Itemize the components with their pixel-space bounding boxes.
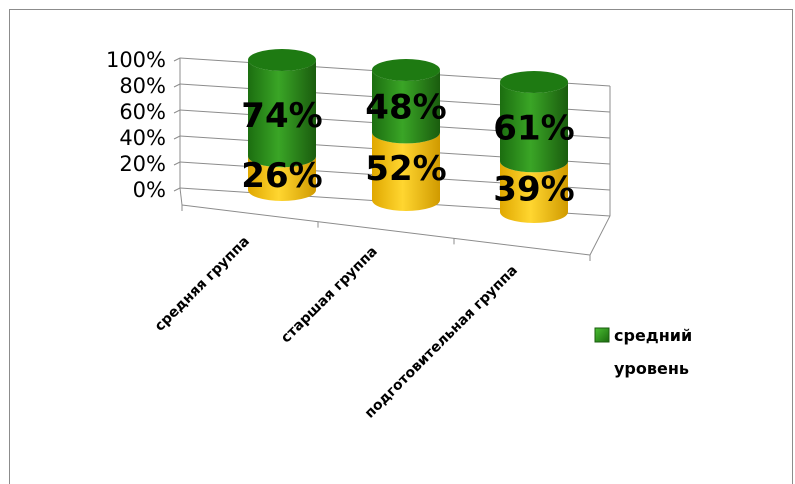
data-label-upper: 61% — [493, 109, 574, 149]
y-tick-mark — [173, 187, 181, 192]
legend-label-line2: уровень — [614, 359, 689, 378]
bar-top-cap — [372, 59, 440, 81]
floor-left-edge — [179, 187, 183, 206]
legend: средний уровень — [594, 326, 692, 378]
chart-frame — [9, 9, 793, 484]
data-label-lower: 39% — [493, 170, 574, 210]
x-axis-line — [181, 204, 591, 256]
bar-lower-segment — [248, 156, 316, 201]
data-label-upper: 74% — [241, 96, 322, 136]
bar-top-cap — [500, 71, 568, 93]
y-tick-mark — [173, 57, 181, 62]
category-label: старшая группа — [278, 244, 381, 347]
y-tick-label: 80% — [119, 74, 166, 98]
bar-lower-segment — [372, 132, 440, 211]
y-tick-label: 100% — [106, 48, 166, 72]
bar-upper-segment — [248, 60, 316, 168]
data-label-upper: 48% — [365, 87, 446, 127]
data-labels: 74% 26% 48% 52% 61% 39% — [241, 87, 574, 209]
y-tick-label: 20% — [119, 152, 166, 176]
data-label-lower: 52% — [365, 149, 446, 189]
y-tick-label: 0% — [133, 178, 166, 202]
legend-swatch — [594, 327, 610, 343]
y-tick-mark — [173, 83, 181, 88]
bar-upper-segment — [372, 70, 440, 144]
legend-label-line1: средний — [614, 326, 692, 345]
bars — [248, 49, 568, 223]
bar-lower-segment — [500, 161, 568, 223]
category-label: средняя группа — [152, 234, 253, 335]
bar-top-cap — [248, 49, 316, 71]
y-tick-label: 40% — [119, 126, 166, 150]
y-tick-label: 60% — [119, 100, 166, 124]
category-label: подготовительная группа — [362, 263, 521, 422]
bar-upper-segment — [500, 82, 568, 173]
y-tick-mark — [173, 109, 181, 114]
data-label-lower: 26% — [241, 156, 322, 196]
y-tick-mark — [173, 135, 181, 140]
floor-right-edge — [589, 215, 611, 256]
y-tick-mark — [173, 161, 181, 166]
